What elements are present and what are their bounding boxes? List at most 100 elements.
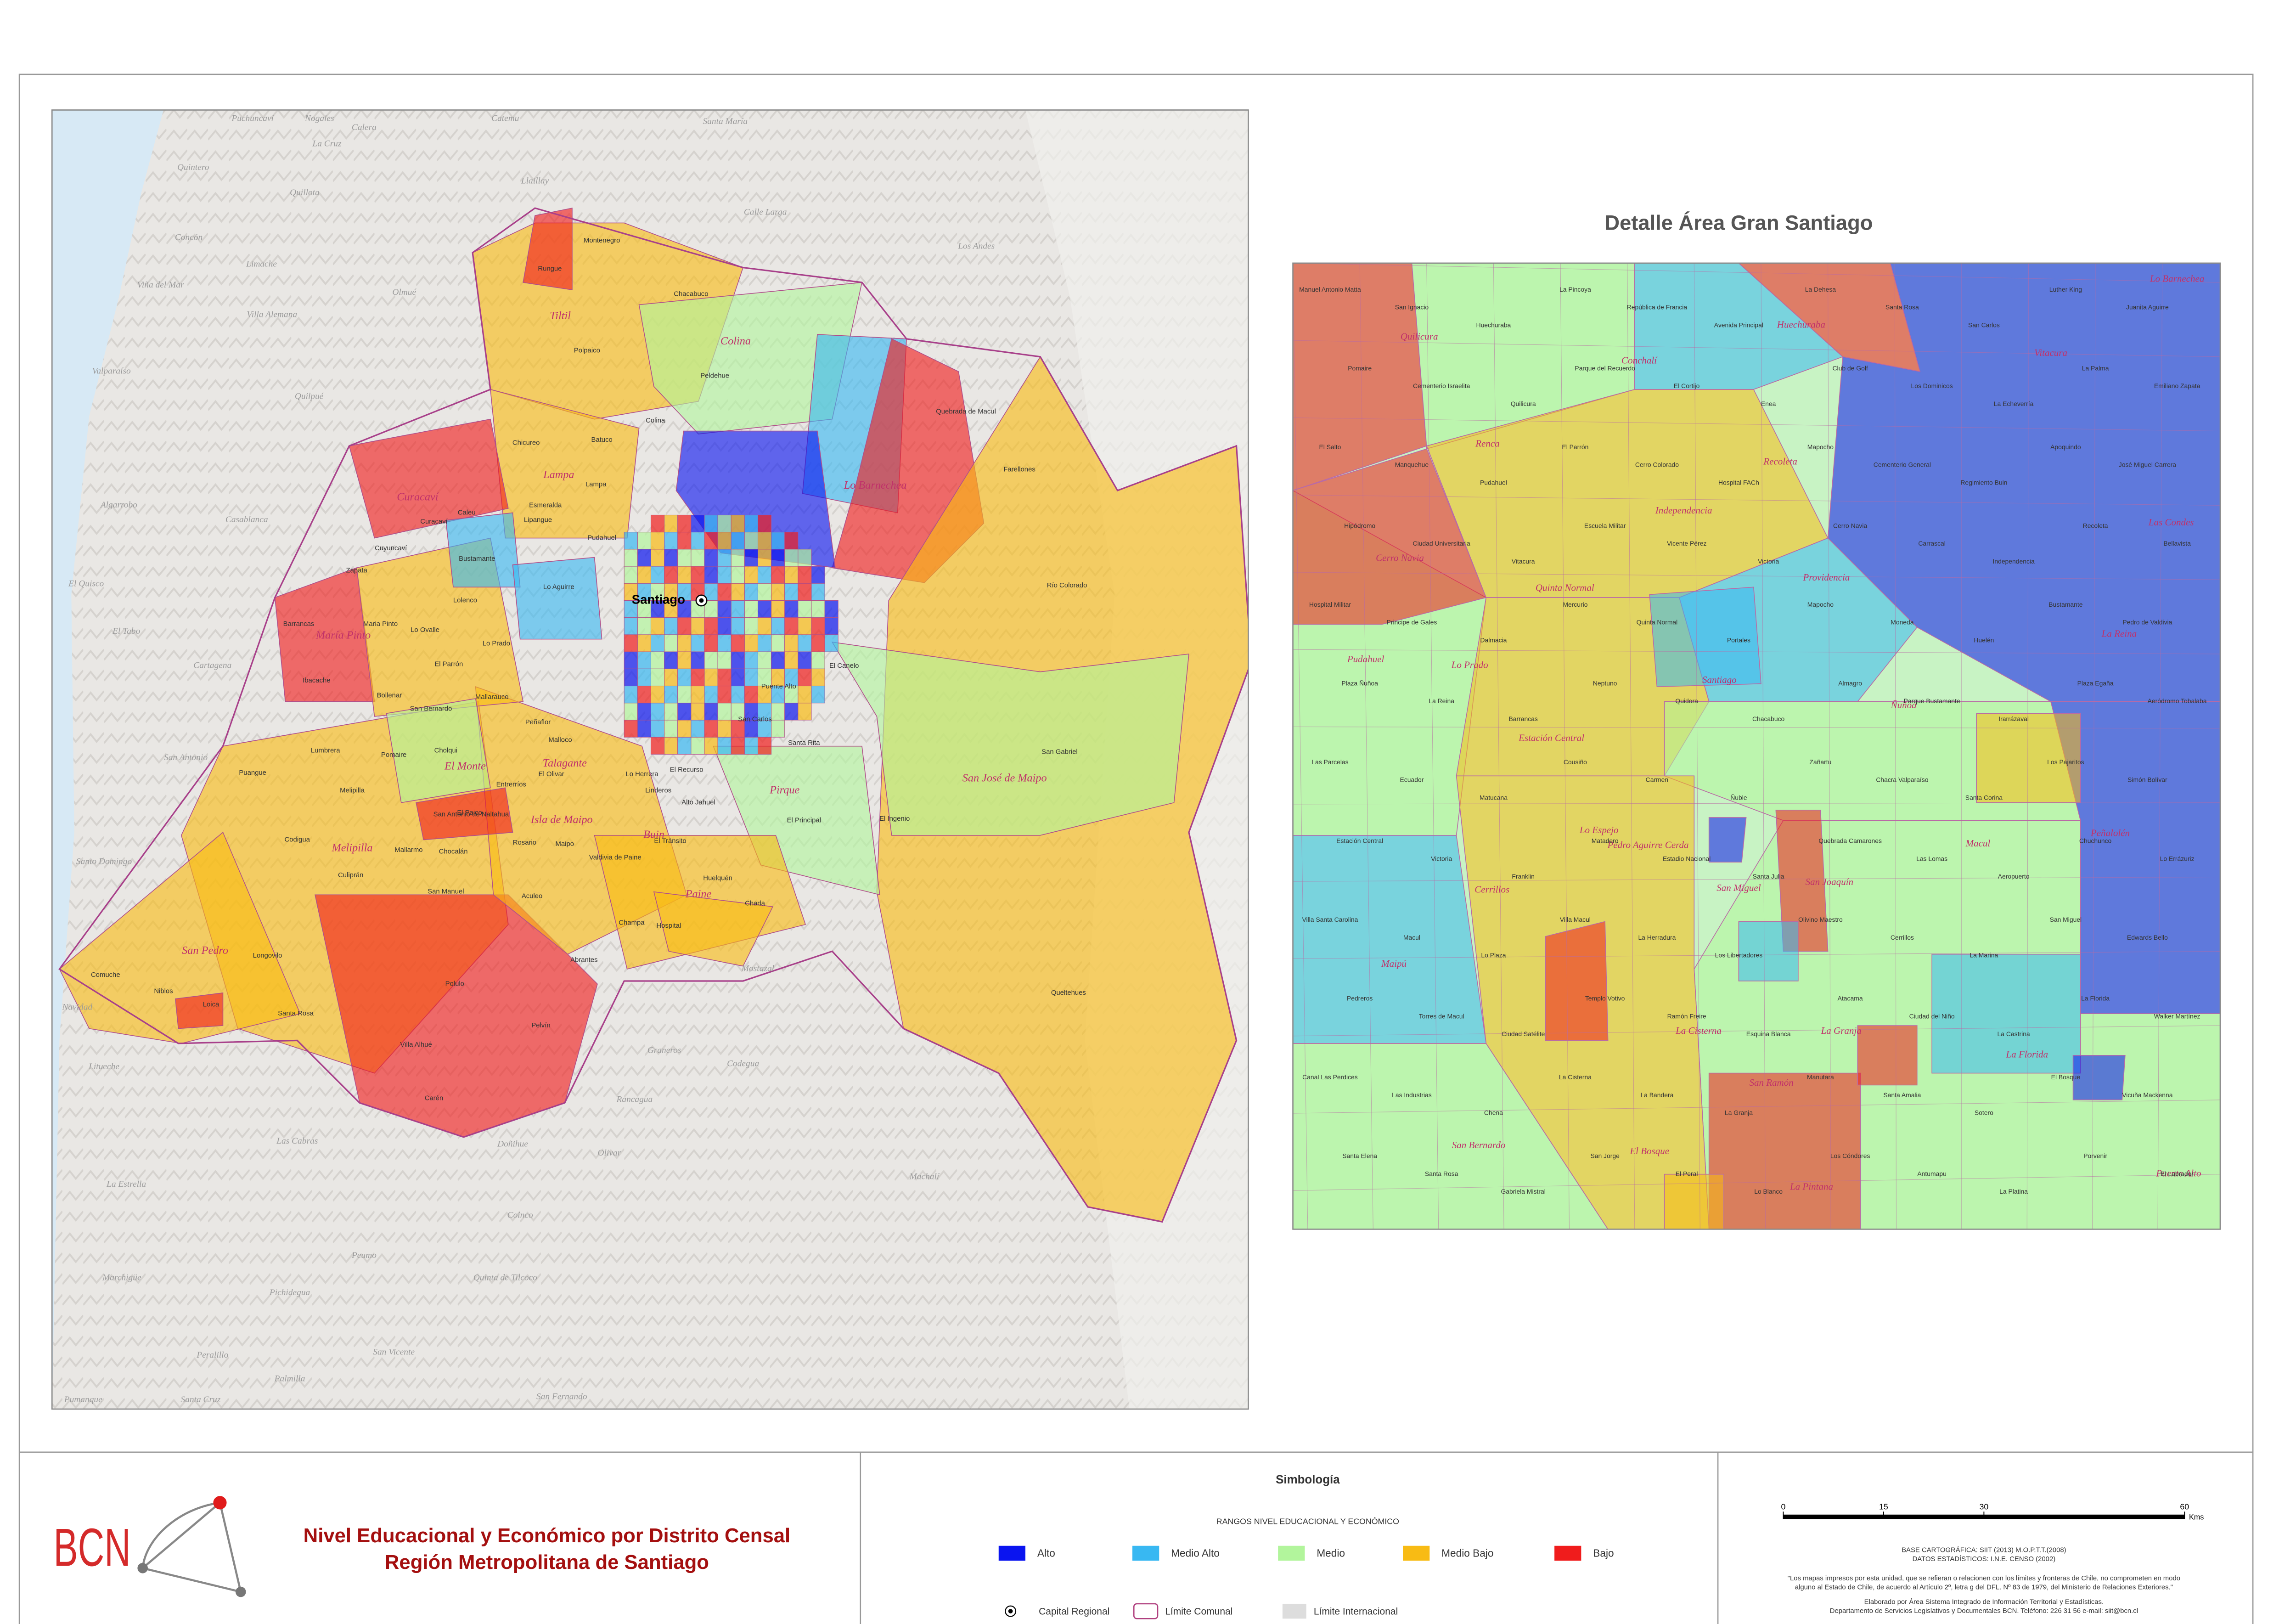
urban-district bbox=[744, 720, 758, 738]
comuna-label: Porvenir bbox=[2083, 1152, 2107, 1160]
urban-district bbox=[731, 549, 745, 567]
comuna-label: Culiprán bbox=[338, 872, 363, 879]
district bbox=[1293, 1043, 1609, 1229]
urban-district bbox=[664, 634, 678, 652]
comuna-label: Quinta Normal bbox=[1637, 619, 1678, 626]
comuna-label: Pomaire bbox=[1348, 364, 1372, 372]
comuna-label: Pudahuel bbox=[1480, 479, 1507, 486]
urban-district bbox=[744, 634, 758, 652]
comuna-label: San Jorge bbox=[1590, 1152, 1620, 1160]
urban-district bbox=[664, 686, 678, 704]
urban-district bbox=[798, 600, 812, 618]
urban-district bbox=[811, 668, 825, 687]
region-label: Ñuñoa bbox=[1891, 699, 1917, 710]
comuna-label: El Canelo bbox=[829, 662, 859, 670]
urban-district bbox=[824, 617, 838, 635]
region-label: Santiago bbox=[1702, 674, 1737, 685]
urban-district bbox=[637, 532, 651, 550]
urban-district bbox=[691, 634, 705, 652]
urban-district bbox=[677, 737, 692, 755]
region-label: Macul bbox=[1965, 838, 1991, 849]
district-boundary bbox=[1761, 263, 1766, 1229]
comuna-label: Chicureo bbox=[512, 439, 540, 446]
urban-district bbox=[744, 651, 758, 669]
comuna-label: Ciudad Satélite bbox=[1502, 1030, 1545, 1038]
comuna-label: Zañartu bbox=[1809, 758, 1831, 766]
urban-district bbox=[637, 703, 651, 721]
urban-district bbox=[677, 703, 692, 721]
urban-district bbox=[798, 583, 812, 601]
place-label: Mostazal bbox=[741, 964, 774, 974]
region-label: Puente Alto bbox=[2155, 1168, 2201, 1179]
comuna-label: Ramón Freire bbox=[1667, 1012, 1706, 1020]
comuna-label: Queltehues bbox=[1051, 989, 1086, 997]
place-label: Limache bbox=[246, 259, 277, 269]
comuna-label: Gabriela Mistral bbox=[1501, 1188, 1545, 1195]
urban-district bbox=[677, 617, 692, 635]
comuna-label: Recoleta bbox=[2083, 522, 2108, 529]
district-boundary bbox=[1293, 951, 2220, 959]
district bbox=[1545, 921, 1609, 1041]
region-label: Lo Barnechea bbox=[2150, 273, 2204, 284]
comuna-label: Niblos bbox=[154, 988, 173, 995]
comuna-label: Santa Rosa bbox=[278, 1010, 314, 1017]
map-frame bbox=[51, 109, 1249, 1410]
comuna-label: Huelquén bbox=[703, 875, 732, 882]
comuna-label: Bustamante bbox=[459, 555, 495, 563]
urban-district bbox=[731, 600, 745, 618]
urban-district bbox=[717, 532, 732, 550]
urban-district bbox=[771, 532, 785, 550]
comuna-label: Santa Julia bbox=[1753, 873, 1784, 880]
urban-district bbox=[677, 686, 692, 704]
urban-district bbox=[677, 668, 692, 687]
region-label: La Granja bbox=[1821, 1025, 1862, 1036]
urban-district bbox=[624, 703, 638, 721]
comuna-label: Carén bbox=[425, 1095, 444, 1102]
comuna-label: Quidora bbox=[1675, 697, 1698, 705]
comuna-label: El Tránsito bbox=[654, 838, 686, 845]
comuna-label: El Bosque bbox=[2051, 1073, 2081, 1081]
comuna-label: Ecuador bbox=[1400, 776, 1424, 784]
urban-district bbox=[758, 514, 772, 533]
place-label: Peralillo bbox=[196, 1350, 228, 1360]
comuna-label: Cerrillos bbox=[1891, 934, 1914, 941]
urban-district bbox=[784, 651, 799, 669]
urban-district bbox=[664, 532, 678, 550]
place-label: Machalí bbox=[909, 1172, 940, 1182]
urban-district bbox=[744, 686, 758, 704]
urban-district bbox=[731, 668, 745, 687]
urban-district bbox=[704, 720, 718, 738]
comuna-label: El Paico bbox=[457, 809, 482, 817]
urban-district bbox=[798, 703, 812, 721]
urban-district bbox=[811, 566, 825, 584]
urban-district bbox=[664, 617, 678, 635]
district-boundary bbox=[1426, 263, 1439, 1229]
region-label: Pirque bbox=[769, 784, 799, 796]
comuna-label: Emiliano Zapata bbox=[2154, 382, 2200, 389]
comuna-label: Lo Herrera bbox=[626, 771, 659, 778]
place-label: Llaillay bbox=[521, 176, 549, 186]
urban-district bbox=[677, 566, 692, 584]
region-label: San Joaquín bbox=[1806, 876, 1853, 887]
comuna-label: San Bernardo bbox=[410, 705, 452, 713]
urban-district bbox=[664, 566, 678, 584]
place-label: Peumo bbox=[351, 1251, 377, 1260]
legend-swatch bbox=[998, 1545, 1026, 1561]
comuna-label: Aeropuerto bbox=[1998, 873, 2030, 880]
comuna-label: Templo Votivo bbox=[1585, 994, 1625, 1002]
urban-district bbox=[784, 668, 799, 687]
comuna-label: Lumbrera bbox=[311, 747, 340, 754]
comuna-label: Principe de Gales bbox=[1387, 619, 1437, 626]
legend-international bbox=[1282, 1603, 1306, 1619]
urban-district bbox=[624, 651, 638, 669]
comuna-label: Puente Alto bbox=[761, 683, 796, 690]
urban-district bbox=[771, 549, 785, 567]
region-label: Curacaví bbox=[397, 491, 439, 503]
region-label: Lo Espejo bbox=[1579, 824, 1619, 835]
urban-district bbox=[784, 566, 799, 584]
urban-district bbox=[717, 549, 732, 567]
comuna-label: República de Francia bbox=[1627, 304, 1688, 311]
district-boundary bbox=[1293, 417, 2220, 432]
region-label: Colina bbox=[720, 335, 751, 347]
place-label: Casablanca bbox=[225, 515, 268, 524]
